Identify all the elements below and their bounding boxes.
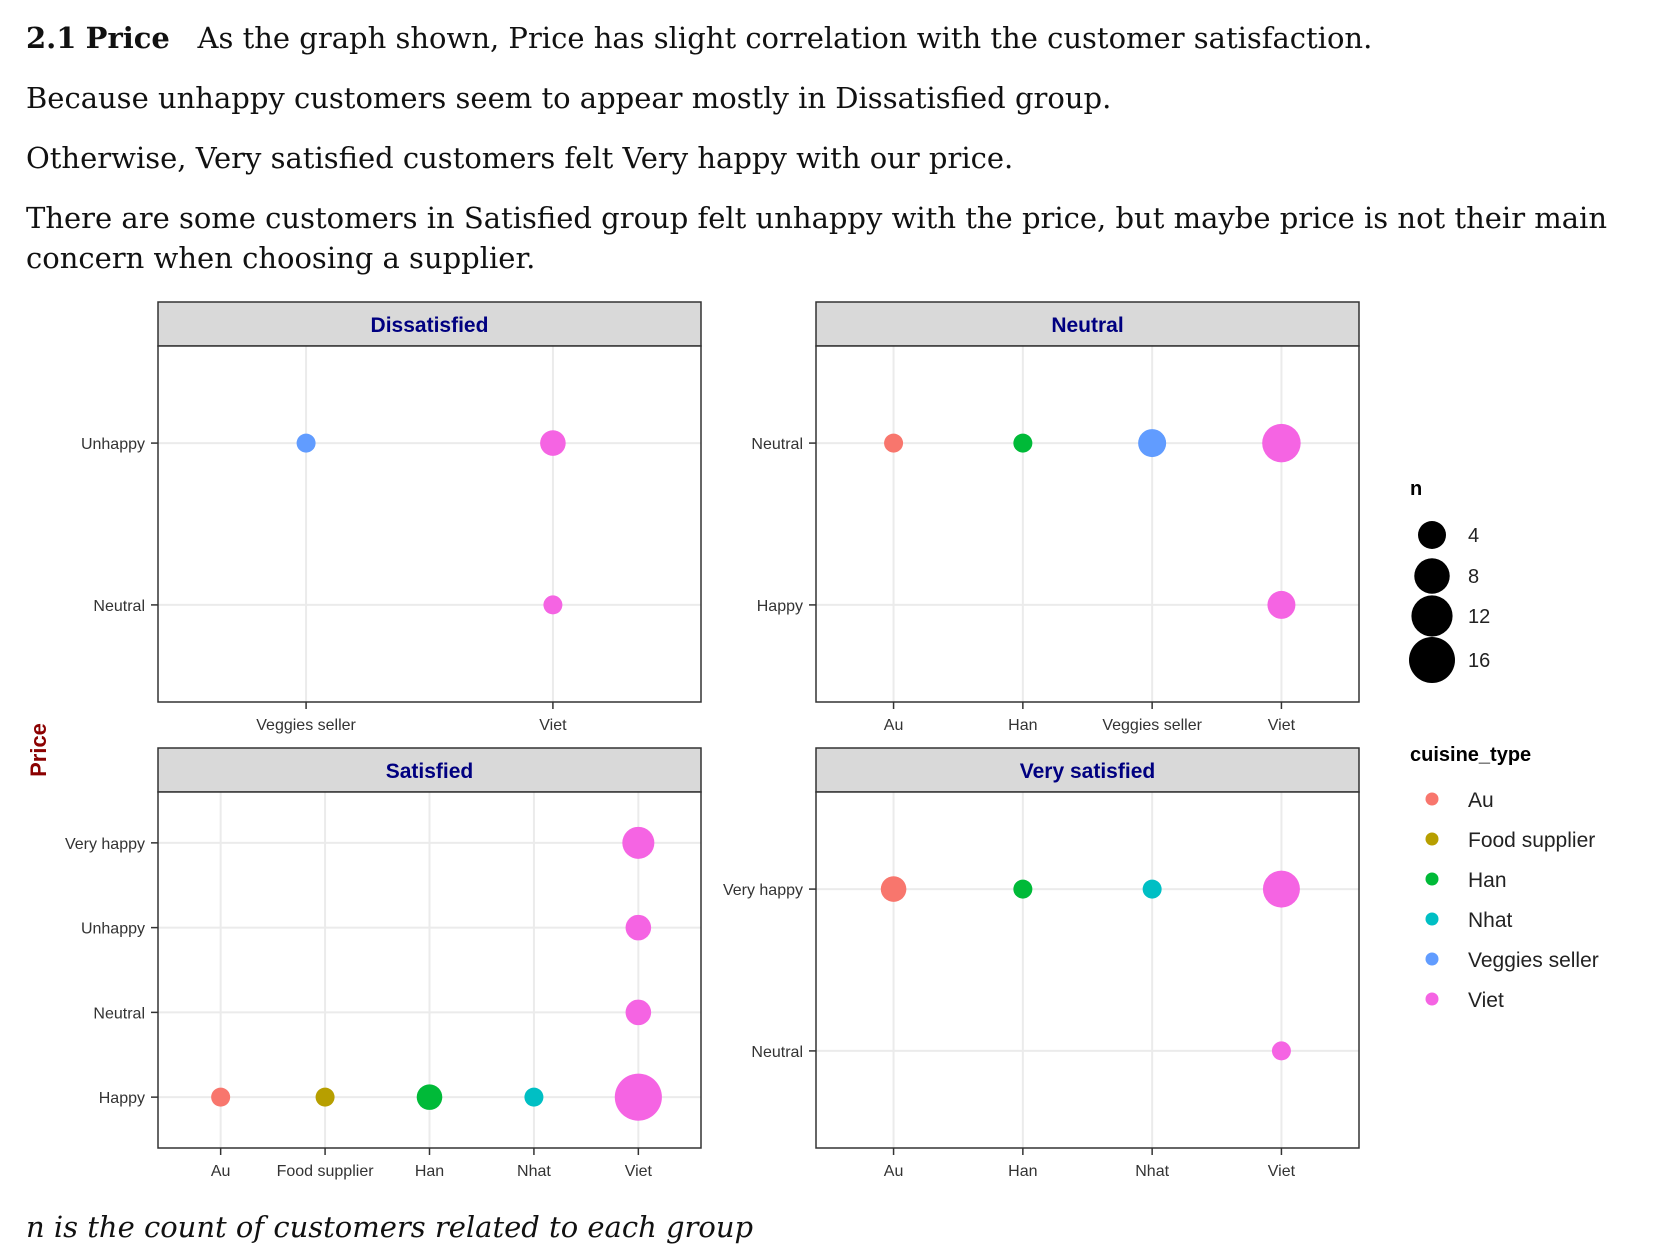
y-tick-label-satisfied-neutral: Neutral xyxy=(93,1005,145,1022)
panel-border-very-satisfied xyxy=(815,791,1360,1149)
faceted-bubble-chart: Dissatisfied Veggies seller Viet Neutral Unh… xyxy=(26,301,1599,1180)
data-point-satisfied-viet-very-happy xyxy=(622,826,655,859)
data-point-very-satisfied-viet-very-happy xyxy=(1262,870,1300,908)
x-tick-label-satisfied-nhat: Nhat xyxy=(517,1163,551,1180)
section-number: 2.1 xyxy=(26,21,77,55)
y-tick-label-neutral-neutral: Neutral xyxy=(751,436,803,453)
x-tick-label-dissatisfied-viet: Viet xyxy=(539,717,567,734)
section-title: Price xyxy=(85,21,170,55)
y-tick-label-satisfied-very-happy: Very happy xyxy=(65,836,145,853)
data-point-dissatisfied-viet-neutral xyxy=(543,595,563,615)
color-legend-key-nhat xyxy=(1425,912,1439,926)
color-legend-key-food-supplier xyxy=(1425,832,1439,846)
data-point-satisfied-food-supplier-happy xyxy=(315,1087,335,1107)
data-point-satisfied-viet-unhappy xyxy=(625,914,652,941)
data-point-neutral-au-neutral xyxy=(884,433,904,453)
color-legend-title: cuisine_type xyxy=(1410,744,1531,766)
panel-plot-area-very-satisfied xyxy=(816,792,1359,1148)
size-legend-label-4: 4 xyxy=(1468,525,1479,547)
data-point-dissatisfied-veggies-seller-unhappy xyxy=(296,433,316,453)
y-tick-label-very-satisfied-neutral: Neutral xyxy=(751,1044,803,1061)
color-legend-label-au: Au xyxy=(1468,789,1494,812)
size-legend-label-12: 12 xyxy=(1468,606,1490,628)
panel-strip-satisfied xyxy=(157,747,702,793)
x-tick-label-dissatisfied-veggies-seller: Veggies seller xyxy=(256,717,356,734)
data-point-satisfied-viet-happy xyxy=(614,1073,662,1121)
x-tick-label-neutral-viet: Viet xyxy=(1268,717,1296,734)
paragraph-2: Because unhappy customers seem to appear… xyxy=(26,81,1112,115)
color-legend-label-food-supplier: Food supplier xyxy=(1468,829,1595,852)
panel-strip-dissatisfied xyxy=(157,301,702,347)
panel-title-very-satisfied: Very satisfied xyxy=(1020,760,1155,783)
paragraph-1-text: As the graph shown, Price has slight cor… xyxy=(197,21,1373,55)
data-point-neutral-viet-happy xyxy=(1267,590,1296,619)
panel-plot-area-dissatisfied xyxy=(158,346,701,702)
x-tick-label-satisfied-han: Han xyxy=(415,1163,444,1180)
color-legend-key-han xyxy=(1425,872,1439,886)
color-legend-label-nhat: Nhat xyxy=(1468,909,1513,932)
y-tick-label-very-satisfied-very-happy: Very happy xyxy=(723,882,803,899)
y-tick-label-dissatisfied-unhappy: Unhappy xyxy=(81,436,145,453)
panel-plot-area-neutral xyxy=(816,346,1359,702)
size-legend-key-16 xyxy=(1409,637,1455,683)
color-legend-key-viet xyxy=(1425,992,1439,1006)
x-tick-label-neutral-au: Au xyxy=(884,717,904,734)
paragraph-3: Otherwise, Very satisfied customers felt… xyxy=(26,141,1014,175)
y-tick-label-dissatisfied-neutral: Neutral xyxy=(93,598,145,615)
data-point-neutral-veggies-seller-neutral xyxy=(1138,429,1167,458)
panel-title-dissatisfied: Dissatisfied xyxy=(371,314,489,337)
size-legend-label-8: 8 xyxy=(1468,566,1479,588)
color-legend-key-au xyxy=(1425,792,1439,806)
color-legend-label-viet: Viet xyxy=(1468,989,1504,1012)
data-point-neutral-han-neutral xyxy=(1013,433,1033,453)
size-legend-key-8 xyxy=(1414,558,1450,594)
paragraph-4: There are some customers in Satisfied gr… xyxy=(26,201,1608,275)
color-legend-key-veggies-seller xyxy=(1425,952,1439,966)
data-point-satisfied-nhat-happy xyxy=(524,1087,544,1107)
size-legend-label-16: 16 xyxy=(1468,650,1490,672)
x-tick-label-satisfied-food-supplier: Food supplier xyxy=(277,1163,375,1180)
panel-border-dissatisfied xyxy=(157,345,702,703)
size-legend-key-4 xyxy=(1418,521,1446,549)
panel-title-neutral: Neutral xyxy=(1051,314,1123,337)
y-axis-title: Price xyxy=(26,723,51,777)
color-legend-label-veggies-seller: Veggies seller xyxy=(1468,949,1599,972)
x-tick-label-very-satisfied-han: Han xyxy=(1008,1163,1037,1180)
data-point-very-satisfied-nhat-very-happy xyxy=(1142,879,1162,899)
data-point-neutral-viet-neutral xyxy=(1262,423,1301,463)
panel-strip-very-satisfied xyxy=(815,747,1360,793)
size-legend-title: n xyxy=(1410,478,1422,500)
size-legend-key-12 xyxy=(1411,595,1453,637)
data-point-satisfied-han-happy xyxy=(416,1084,443,1110)
data-point-very-satisfied-viet-neutral xyxy=(1271,1041,1291,1061)
paragraph-1: 2.1 Price As the graph shown, Price has … xyxy=(26,18,1372,58)
panel-title-satisfied: Satisfied xyxy=(386,760,474,783)
data-point-satisfied-viet-neutral xyxy=(625,999,652,1026)
x-tick-label-satisfied-au: Au xyxy=(211,1163,231,1180)
y-tick-label-satisfied-happy: Happy xyxy=(99,1090,145,1107)
x-tick-label-neutral-han: Han xyxy=(1008,717,1037,734)
data-point-dissatisfied-viet-unhappy xyxy=(540,430,566,456)
data-point-very-satisfied-han-very-happy xyxy=(1013,879,1033,899)
panel-border-neutral xyxy=(815,345,1360,703)
x-tick-label-satisfied-viet: Viet xyxy=(625,1163,653,1180)
panel-strip-neutral xyxy=(815,301,1360,347)
y-tick-label-neutral-happy: Happy xyxy=(757,598,803,615)
data-point-very-satisfied-au-very-happy xyxy=(880,876,907,902)
data-point-satisfied-au-happy xyxy=(211,1087,231,1107)
x-tick-label-very-satisfied-au: Au xyxy=(884,1163,904,1180)
footnote: n is the count of customers related to e… xyxy=(26,1210,754,1244)
x-tick-label-neutral-veggies-seller: Veggies seller xyxy=(1102,717,1202,734)
x-tick-label-very-satisfied-viet: Viet xyxy=(1268,1163,1296,1180)
color-legend-label-han: Han xyxy=(1468,869,1507,892)
y-tick-label-satisfied-unhappy: Unhappy xyxy=(81,921,145,938)
x-tick-label-very-satisfied-nhat: Nhat xyxy=(1135,1163,1169,1180)
